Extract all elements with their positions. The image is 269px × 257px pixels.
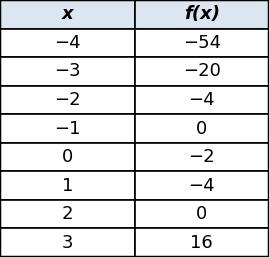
Text: 16: 16 <box>190 234 213 252</box>
Text: 0: 0 <box>196 120 207 137</box>
Text: −1: −1 <box>54 120 80 137</box>
Text: −2: −2 <box>189 148 215 166</box>
Text: −20: −20 <box>183 62 221 80</box>
Text: 0: 0 <box>196 205 207 223</box>
Bar <box>134 200 269 228</box>
Bar <box>134 171 269 200</box>
Bar <box>0 57 134 86</box>
Bar <box>134 57 269 86</box>
Bar <box>134 143 269 171</box>
Bar <box>0 200 134 228</box>
Text: f(x): f(x) <box>184 5 220 23</box>
Text: −4: −4 <box>189 177 215 195</box>
Text: −4: −4 <box>54 34 80 52</box>
Text: 2: 2 <box>62 205 73 223</box>
Bar <box>0 86 134 114</box>
Text: x: x <box>61 5 73 23</box>
Bar <box>134 86 269 114</box>
Text: −54: −54 <box>183 34 221 52</box>
Text: 1: 1 <box>62 177 73 195</box>
Bar <box>0 29 134 57</box>
Bar <box>134 114 269 143</box>
Text: −2: −2 <box>54 91 80 109</box>
Text: 0: 0 <box>62 148 73 166</box>
Text: −3: −3 <box>54 62 80 80</box>
Text: −4: −4 <box>189 91 215 109</box>
Bar <box>0 228 134 257</box>
Bar <box>0 0 134 29</box>
Bar <box>134 29 269 57</box>
Bar <box>0 171 134 200</box>
Bar <box>0 143 134 171</box>
Text: 3: 3 <box>62 234 73 252</box>
Bar <box>0 114 134 143</box>
Bar <box>134 0 269 29</box>
Bar <box>134 228 269 257</box>
